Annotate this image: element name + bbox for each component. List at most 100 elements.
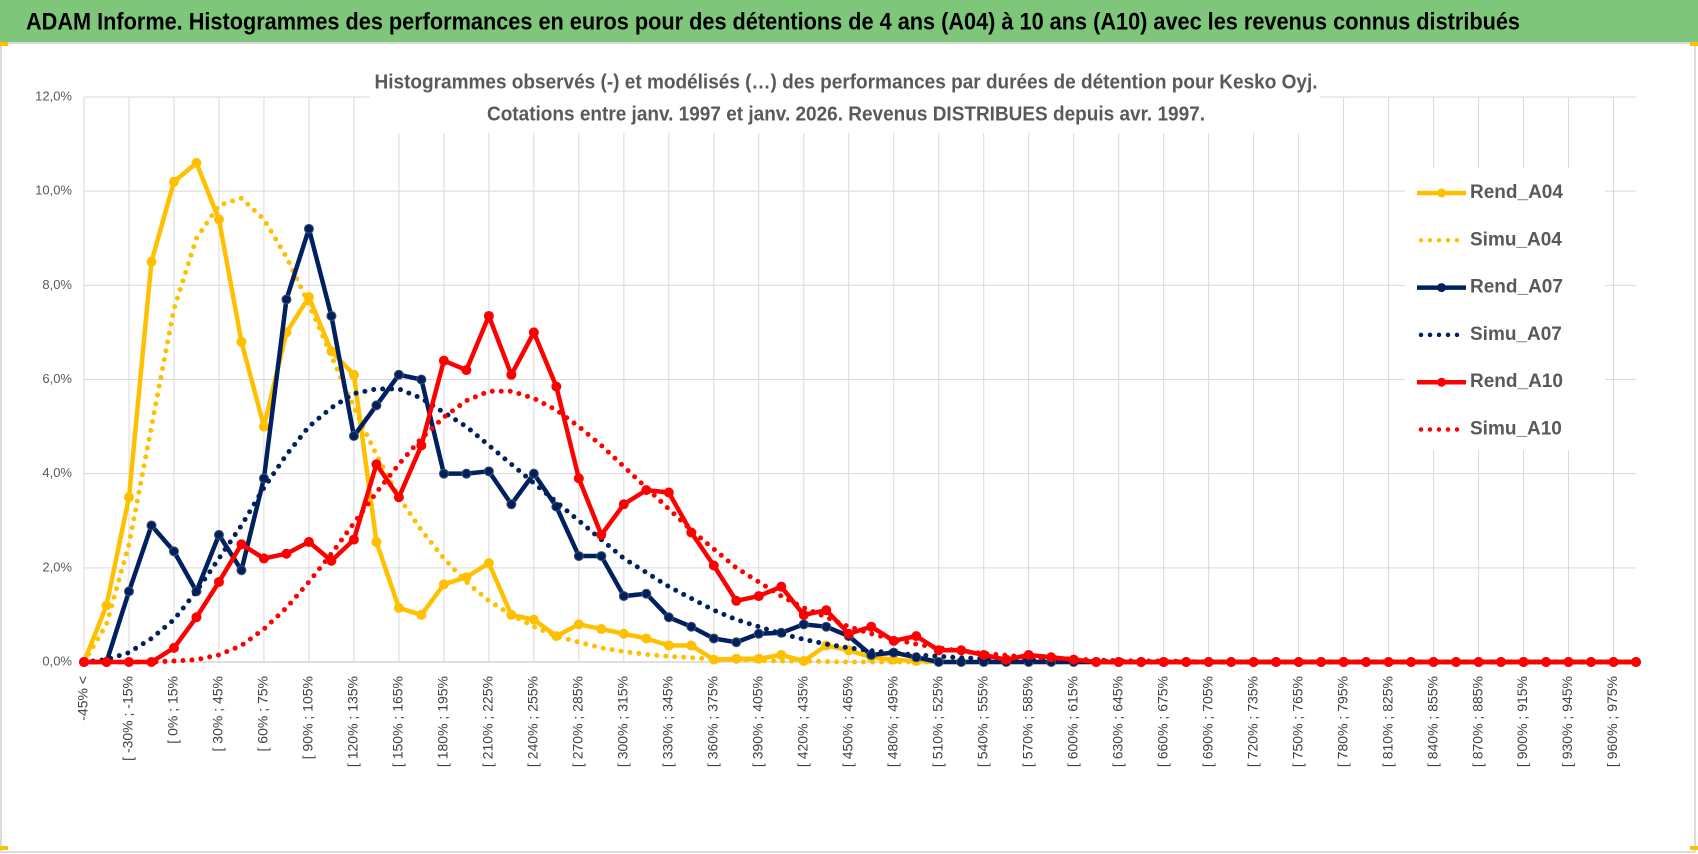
point [438,468,449,479]
x-tick-label: [ 510% ; 525% [929,676,945,767]
corner-accent [0,42,8,46]
point [236,565,247,576]
x-tick-label: [ 870% ; 885% [1469,676,1485,767]
point [281,548,292,559]
corner-accent [0,846,8,850]
x-tick-label: [ 780% ; 795% [1334,676,1350,767]
point [686,621,697,632]
x-tick-label: [ 480% ; 495% [884,676,900,767]
chart-title: Cotations entre janv. 1997 et janv. 2026… [487,103,1205,125]
x-tick-label: [ 300% ; 315% [615,676,631,767]
point [618,499,629,510]
series-line [81,388,1639,665]
point [371,536,382,547]
point [528,468,539,479]
point [663,640,674,651]
point [708,560,719,571]
point [573,551,584,562]
x-tick-label: [ 150% ; 165% [390,676,406,767]
point [731,637,742,648]
x-tick-label: [ 900% ; 915% [1514,676,1530,767]
y-tick-label: 10,0% [35,183,72,198]
point [213,214,224,225]
x-tick-label: [ 180% ; 195% [435,676,451,767]
point [146,256,157,267]
x-tick-label: [ 750% ; 765% [1289,676,1305,767]
point [551,381,562,392]
x-tick-label: [ 660% ; 675% [1154,676,1170,767]
x-tick-label: [ 630% ; 645% [1109,676,1125,767]
y-tick-label: 8,0% [42,277,72,292]
legend-label: Simu_A07 [1470,324,1562,345]
x-tick-label: [ 240% ; 255% [525,676,541,767]
legend-label: Rend_A07 [1470,277,1563,298]
point [281,294,292,305]
point [461,468,472,479]
x-tick-label: [ 210% ; 225% [480,676,496,767]
point [618,628,629,639]
x-tick-label: -45% < [75,676,91,721]
point [866,621,877,632]
point [123,492,134,503]
point [213,576,224,587]
y-tick-label: 6,0% [42,371,72,386]
point [798,609,809,620]
legend-marker [1437,283,1446,293]
x-tick-label: [ 90% ; 105% [300,676,316,759]
point [258,421,269,432]
point [596,624,607,635]
point [483,310,494,321]
x-tick-label: [ 60% ; 75% [255,676,271,752]
point [618,591,629,602]
point [168,546,179,557]
x-tick-label: [ 810% ; 825% [1379,676,1395,767]
point [596,551,607,562]
point [438,355,449,366]
point [753,628,764,639]
point [236,539,247,550]
point [168,176,179,187]
x-tick-label: [ 930% ; 945% [1559,676,1575,767]
x-tick-label: [ 570% ; 585% [1019,676,1035,767]
y-tick-label: 12,0% [35,88,72,103]
point [371,400,382,411]
y-tick-label: 2,0% [42,559,72,574]
point [236,336,247,347]
x-tick-label: [ 960% ; 975% [1604,676,1620,767]
point [461,365,472,376]
point [821,605,832,616]
point [393,369,404,380]
x-tick-label: [ 450% ; 465% [839,676,855,767]
point [326,310,337,321]
x-tick-label: [ 540% ; 555% [974,676,990,767]
legend-label: Rend_A10 [1470,371,1563,392]
legend-label: Simu_A04 [1470,229,1562,250]
point [168,642,179,653]
x-tick-label: [ 30% ; 45% [210,676,226,752]
legend-marker [1437,377,1446,387]
point [191,157,202,168]
point [506,499,517,510]
corner-accent [1690,846,1698,850]
point [348,431,359,441]
legend-label: Simu_A10 [1470,419,1562,440]
point [686,640,697,651]
x-tick-label: [ 840% ; 855% [1424,676,1440,767]
point [843,628,854,639]
point [146,520,157,531]
point [933,657,944,667]
point [821,621,832,632]
point [798,619,809,630]
chart-title: Histogrammes observés (-) et modélisés (… [375,71,1318,93]
x-tick-label: [ 690% ; 705% [1199,676,1215,767]
point [573,473,584,484]
point [123,586,134,597]
point [731,595,742,606]
point [371,459,382,470]
series-line [84,313,1636,665]
chart-border [0,42,1696,853]
title-background [370,63,1320,133]
point [528,327,539,338]
point [753,591,764,602]
